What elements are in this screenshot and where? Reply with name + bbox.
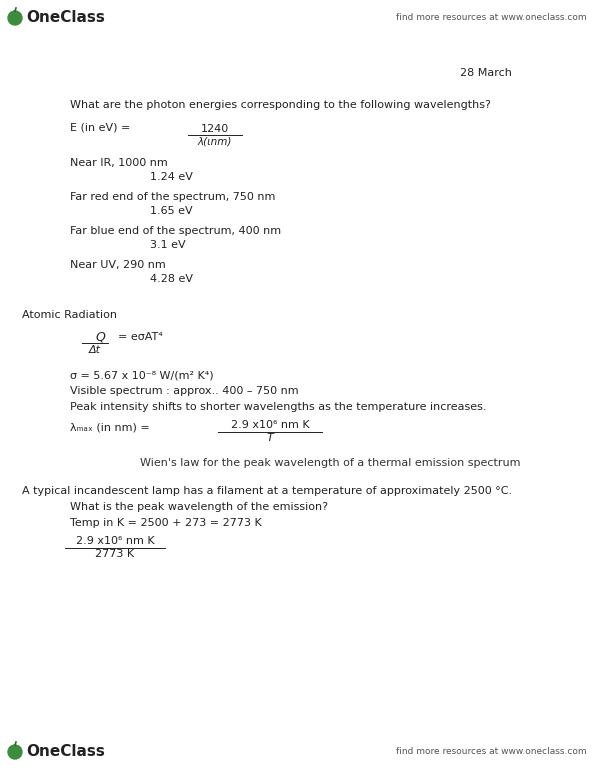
- Text: λ(ιnm): λ(ιnm): [198, 136, 232, 146]
- Text: Peak intensity shifts to shorter wavelengths as the temperature increases.: Peak intensity shifts to shorter wavelen…: [70, 402, 487, 412]
- Text: Q: Q: [95, 330, 105, 343]
- Text: Δt: Δt: [89, 345, 101, 355]
- Circle shape: [8, 11, 22, 25]
- Text: = eσAT⁴: = eσAT⁴: [118, 332, 163, 342]
- Text: Atomic Radiation: Atomic Radiation: [22, 310, 117, 320]
- Text: What are the photon energies corresponding to the following wavelengths?: What are the photon energies correspondi…: [70, 100, 491, 110]
- Text: 2773 K: 2773 K: [95, 549, 134, 559]
- Text: A typical incandescent lamp has a filament at a temperature of approximately 250: A typical incandescent lamp has a filame…: [22, 486, 512, 496]
- Text: 2.9 x10⁶ nm K: 2.9 x10⁶ nm K: [76, 536, 154, 546]
- Text: OneClass: OneClass: [26, 745, 105, 759]
- Circle shape: [8, 745, 22, 759]
- Text: Temp in K = 2500 + 273 = 2773 K: Temp in K = 2500 + 273 = 2773 K: [70, 518, 262, 528]
- Text: Wien's law for the peak wavelength of a thermal emission spectrum: Wien's law for the peak wavelength of a …: [140, 458, 521, 468]
- Text: 2.9 x10⁶ nm K: 2.9 x10⁶ nm K: [231, 420, 309, 430]
- Text: OneClass: OneClass: [26, 11, 105, 25]
- Text: Far blue end of the spectrum, 400 nm: Far blue end of the spectrum, 400 nm: [70, 226, 281, 236]
- Text: E (in eV) =: E (in eV) =: [70, 122, 130, 132]
- Text: Far red end of the spectrum, 750 nm: Far red end of the spectrum, 750 nm: [70, 192, 275, 202]
- Text: find more resources at www.oneclass.com: find more resources at www.oneclass.com: [396, 748, 587, 756]
- Text: T: T: [267, 433, 273, 443]
- Text: 3.1 eV: 3.1 eV: [150, 240, 186, 250]
- Text: Near IR, 1000 nm: Near IR, 1000 nm: [70, 158, 168, 168]
- Text: 4.28 eV: 4.28 eV: [150, 274, 193, 284]
- Text: find more resources at www.oneclass.com: find more resources at www.oneclass.com: [396, 14, 587, 22]
- Text: Visible spectrum : approx.. 400 – 750 nm: Visible spectrum : approx.. 400 – 750 nm: [70, 386, 299, 396]
- Text: 1.24 eV: 1.24 eV: [150, 172, 193, 182]
- Text: 28 March: 28 March: [460, 68, 512, 78]
- Text: 1240: 1240: [201, 124, 229, 134]
- Text: What is the peak wavelength of the emission?: What is the peak wavelength of the emiss…: [70, 502, 328, 512]
- Text: λₘₐₓ (in nm) =: λₘₐₓ (in nm) =: [70, 422, 150, 432]
- Text: 1.65 eV: 1.65 eV: [150, 206, 193, 216]
- Text: σ = 5.67 x 10⁻⁸ W/(m² K⁴): σ = 5.67 x 10⁻⁸ W/(m² K⁴): [70, 370, 214, 380]
- Text: Near UV, 290 nm: Near UV, 290 nm: [70, 260, 166, 270]
